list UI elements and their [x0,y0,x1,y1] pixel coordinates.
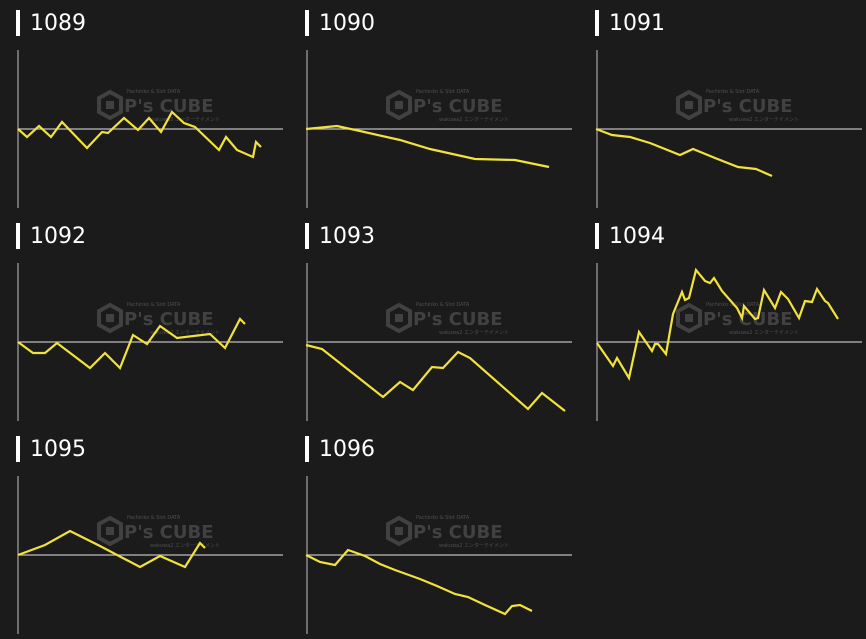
watermark-sub: wakuwa2 エンターテイメント [150,542,220,549]
chart-title: 1095 [30,437,86,462]
watermark-tagline: Pachinko & Slot DATA [706,89,760,95]
title-marker [305,436,309,462]
title-marker [16,223,20,249]
chart-title: 1092 [30,224,86,249]
cube-logo-icon [386,302,412,334]
title-marker [305,10,309,36]
watermark-tagline: Pachinko & Slot DATA [127,89,181,95]
watermark-brand: P's CUBE [124,522,214,543]
cube-logo-icon [97,89,123,121]
watermark-sub: wakuwa2 エンターテイメント [729,329,799,336]
series-line [17,529,206,569]
watermark-sub: wakuwa2 エンターテイメント [439,116,509,123]
title-marker [595,10,599,36]
chart-panel: 1091 Pachinko & Slot DATA P's CUBE wakuwa2 … [579,0,866,213]
chart-panel: 1089 Pachinko & Slot DATA P's CUBE wakuwa2 … [0,0,289,213]
cube-logo-icon [97,515,123,547]
watermark-sub: wakuwa2 エンターテイメント [439,542,509,549]
watermark-tagline: Pachinko & Slot DATA [416,515,470,521]
cube-logo-icon [676,302,702,334]
watermark-brand: P's CUBE [124,96,214,117]
title-marker [16,10,20,36]
series-line [305,343,566,412]
watermark-tagline: Pachinko & Slot DATA [127,302,181,308]
watermark-brand: P's CUBE [413,96,503,117]
watermark-tagline: Pachinko & Slot DATA [127,515,181,521]
watermark-brand: P's CUBE [703,96,793,117]
chart-panel: 1090 Pachinko & Slot DATA P's CUBE wakuwa2 … [289,0,578,213]
chart-title: 1089 [30,11,86,36]
cube-logo-icon [676,89,702,121]
chart-panel: 1093 Pachinko & Slot DATA P's CUBE wakuwa2 … [289,213,578,426]
cube-logo-icon [97,302,123,334]
chart-panel: 1096 Pachinko & Slot DATA P's CUBE wakuwa2 … [289,426,578,639]
chart-title: 1090 [319,11,375,36]
watermark-tagline: Pachinko & Slot DATA [416,302,470,308]
watermark-brand: P's CUBE [703,309,793,330]
watermark-sub: wakuwa2 エンターテイメント [729,116,799,123]
chart-title: 1091 [609,11,665,36]
watermark-tagline: Pachinko & Slot DATA [416,89,470,95]
title-marker [16,436,20,462]
series-line [305,548,533,616]
title-marker [595,223,599,249]
series-line [305,124,550,169]
watermark-brand: P's CUBE [413,522,503,543]
chart-title: 1094 [609,224,665,249]
series-line [17,110,262,159]
series-line [17,317,246,370]
chart-panel: 1092 Pachinko & Slot DATA P's CUBE wakuwa2 … [0,213,289,426]
title-marker [305,223,309,249]
cube-logo-icon [386,89,412,121]
series-line [595,127,773,178]
watermark-brand: P's CUBE [413,309,503,330]
chart-title: 1093 [319,224,375,249]
watermark-sub: wakuwa2 エンターテイメント [150,116,220,123]
cube-logo-icon [386,515,412,547]
watermark-sub: wakuwa2 エンターテイメント [439,329,509,336]
chart-panel: 1095 Pachinko & Slot DATA P's CUBE wakuwa2 … [0,426,289,639]
watermark-sub: wakuwa2 エンターテイメント [150,329,220,336]
chart-panel: 1094 Pachinko & Slot DATA P's CUBE wakuwa2 … [579,213,866,426]
watermark-brand: P's CUBE [124,309,214,330]
chart-title: 1096 [319,437,375,462]
series-line [596,267,839,381]
